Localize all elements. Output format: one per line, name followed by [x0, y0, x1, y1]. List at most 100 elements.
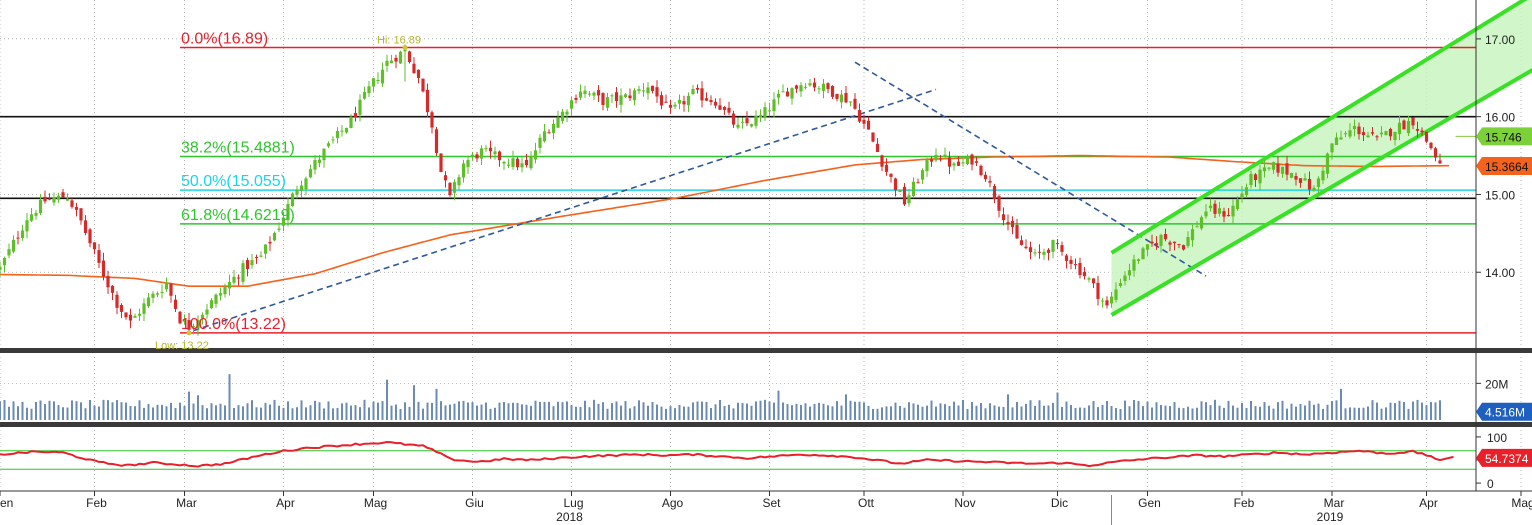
candle-body	[722, 107, 727, 110]
volume-bar	[138, 400, 141, 420]
volume-bar	[1389, 402, 1392, 420]
candle-body	[1168, 242, 1172, 245]
volume-tick-label: 20M	[1485, 377, 1508, 391]
candle-body	[106, 275, 110, 288]
volume-bar	[714, 404, 717, 420]
volume-bar	[728, 404, 730, 420]
volume-bar	[84, 408, 87, 420]
volume-bar	[669, 406, 672, 420]
rsi-last-tag	[1476, 448, 1532, 467]
candle-body	[1384, 131, 1388, 136]
volume-bar	[795, 403, 798, 420]
candle-body	[146, 297, 151, 307]
volume-bar	[1065, 401, 1068, 420]
candle-body	[848, 101, 853, 103]
volume-bar	[1052, 402, 1054, 420]
candle-body	[794, 85, 799, 89]
candle-body	[209, 300, 214, 309]
candle-body	[1087, 278, 1091, 280]
volume-bar	[309, 405, 312, 420]
candle-body	[1298, 178, 1303, 183]
volume-bar	[332, 408, 334, 420]
candle-body	[124, 312, 128, 318]
candle-body	[434, 129, 439, 154]
candle-body	[628, 95, 632, 99]
candle-body	[736, 124, 740, 128]
volume-bar	[48, 400, 51, 420]
candle-body	[281, 217, 286, 226]
volume-bar	[633, 406, 636, 420]
candle-body	[1375, 136, 1379, 138]
volume-bar	[876, 408, 879, 420]
candle-body	[1240, 193, 1244, 199]
month-tick-label: Gen	[0, 496, 13, 510]
candle-body	[641, 90, 646, 92]
rsi-last-label: 54.7374	[1485, 452, 1529, 466]
volume-bar	[363, 399, 366, 420]
volume-bar	[1376, 402, 1378, 420]
volume-bar	[75, 401, 78, 420]
candle-body	[614, 92, 619, 102]
volume-bar	[570, 405, 573, 420]
candle-body	[331, 139, 335, 141]
candle-body	[443, 175, 448, 181]
candle-body	[974, 161, 979, 163]
volume-bar	[908, 402, 910, 420]
volume-bar	[1254, 406, 1257, 420]
ma-value-label: 15.3664	[1485, 160, 1529, 174]
volume-bar	[881, 407, 883, 420]
volume-bar	[251, 400, 253, 420]
volume-bar	[1074, 407, 1077, 420]
volume-bar	[548, 401, 550, 420]
candle-body	[421, 78, 425, 92]
volume-bar	[759, 400, 762, 420]
candle-body	[745, 118, 749, 124]
candle-body	[20, 230, 25, 239]
candle-body	[1055, 243, 1060, 245]
volume-bar	[804, 403, 807, 420]
candle-body	[88, 229, 92, 244]
candle-body	[515, 158, 520, 168]
volume-bar	[984, 408, 987, 420]
volume-bar	[395, 404, 397, 420]
volume-bar	[201, 405, 204, 420]
month-tick-label: Gen	[1138, 496, 1161, 510]
candle-body	[371, 78, 376, 87]
candle-body	[956, 161, 961, 166]
volume-bar	[242, 406, 244, 420]
candle-body	[484, 148, 488, 150]
candle-body	[263, 244, 268, 254]
hi-label: Hi: 16.89	[377, 34, 421, 46]
volume-bar	[327, 401, 330, 420]
candle-body	[101, 260, 106, 277]
candle-body	[1046, 249, 1051, 253]
candle-body	[1109, 296, 1114, 304]
volume-bar	[471, 402, 474, 420]
candle-body	[1433, 148, 1438, 158]
volume-bar	[1151, 407, 1153, 420]
candle-body	[1321, 170, 1325, 181]
candle-body	[29, 214, 34, 221]
volume-bar	[147, 404, 150, 420]
candle-body	[682, 101, 686, 105]
candle-body	[169, 283, 173, 296]
volume-bar	[962, 399, 964, 420]
volume-bar	[1029, 400, 1032, 420]
candle-body	[268, 241, 272, 244]
candle-body	[1271, 162, 1276, 170]
candle-body	[1033, 252, 1037, 254]
candle-body	[452, 182, 457, 193]
candle-body	[466, 160, 470, 168]
volume-bar	[237, 405, 240, 420]
volume-bar	[840, 405, 843, 420]
candle-body	[862, 119, 866, 124]
volume-bar	[219, 403, 222, 420]
candle-body	[542, 131, 547, 142]
volume-last-tag	[1476, 402, 1532, 421]
candle-body	[610, 95, 614, 97]
candle-body	[655, 87, 659, 97]
volume-bar	[1299, 403, 1302, 420]
volume-bar	[98, 406, 100, 420]
candle-body	[884, 164, 889, 172]
